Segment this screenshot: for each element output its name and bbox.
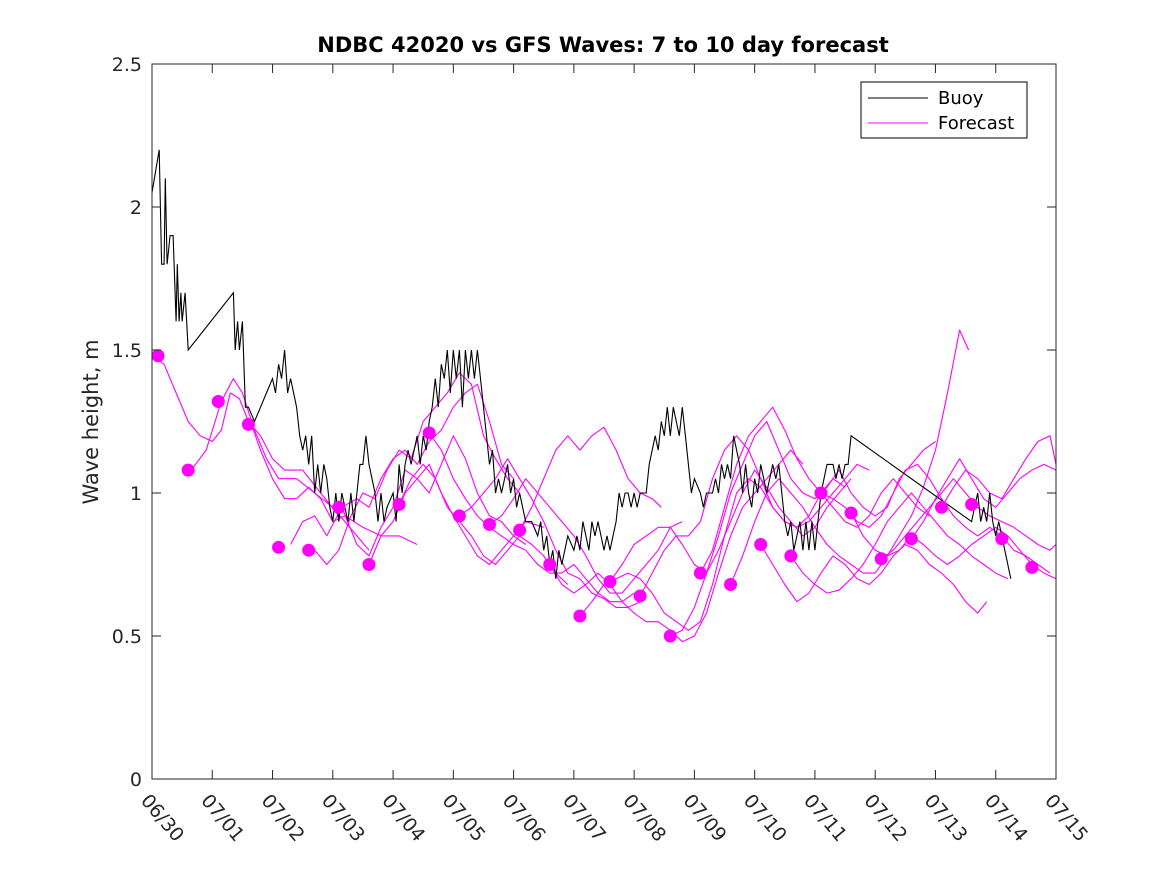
y-tick-label: 1.5 [112, 340, 142, 362]
forecast-line [760, 543, 988, 614]
forecast-marker [151, 349, 165, 363]
plot-frame [151, 63, 1057, 780]
legend-buoy-label: Buoy [938, 88, 984, 109]
forecast-marker [392, 497, 406, 511]
legend-forecast-label: Forecast [938, 113, 1014, 134]
forecast-marker [452, 509, 466, 523]
forecast-marker [181, 463, 195, 477]
forecast-line [459, 458, 641, 608]
forecast-line [639, 435, 870, 597]
forecast-marker [784, 549, 798, 563]
chart-title: NDBC 42020 vs GFS Waves: 7 to 10 day for… [317, 33, 888, 57]
forecast-marker [874, 552, 888, 566]
forecast-line [910, 458, 1057, 540]
forecast-line [941, 435, 1057, 508]
forecast-line [428, 432, 635, 603]
forecast-marker [362, 558, 376, 571]
forecast-marker [995, 532, 1009, 546]
forecast-marker [934, 500, 948, 514]
forecast-marker [814, 486, 828, 500]
forecast-marker [693, 566, 707, 580]
forecast-marker [241, 417, 255, 431]
forecast-marker [302, 543, 316, 557]
forecast-marker [272, 540, 286, 554]
forecast-marker [1025, 560, 1039, 574]
y-tick-label: 0.5 [112, 626, 142, 648]
plot-area [151, 149, 1057, 643]
buoy-line [151, 149, 1012, 579]
legend-box [860, 81, 1028, 139]
forecast-marker [211, 394, 225, 408]
forecast-marker [513, 523, 527, 537]
forecast-marker [904, 532, 918, 546]
forecast-marker [543, 558, 557, 571]
forecast-marker [332, 500, 346, 514]
forecast-marker [482, 517, 496, 531]
forecast-marker [754, 537, 768, 551]
forecast-line [730, 329, 970, 585]
y-tick-label: 1 [130, 483, 142, 505]
y-axis-label: Wave height, m [79, 339, 103, 504]
forecast-line [790, 492, 1009, 594]
forecast-line [398, 463, 569, 585]
forecast-line [489, 478, 683, 594]
forecast-line [290, 383, 515, 545]
forecast-marker [573, 609, 587, 623]
forecast-line [579, 478, 846, 631]
forecast-marker [724, 578, 738, 592]
forecast-marker [965, 497, 979, 511]
forecast-marker [663, 629, 677, 643]
forecast-line [820, 463, 1051, 574]
forecast-marker [633, 589, 647, 603]
y-tick-label: 2 [130, 197, 142, 219]
forecast-marker [844, 506, 858, 520]
forecast-marker [603, 575, 617, 589]
forecast-line [151, 355, 340, 517]
y-tick-label: 0 [130, 769, 142, 791]
y-tick-label: 2.5 [112, 54, 142, 76]
legend: Buoy Forecast [860, 81, 1028, 139]
forecast-marker [422, 426, 436, 440]
